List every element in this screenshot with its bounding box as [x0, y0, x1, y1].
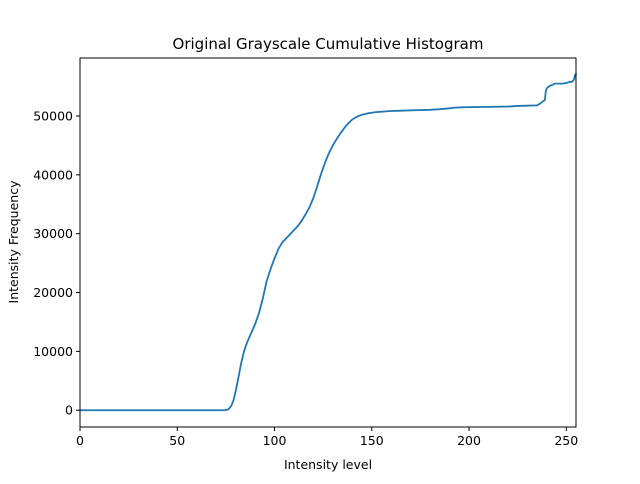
x-tick-label: 100 [263, 433, 287, 448]
x-tick-label: 0 [76, 433, 84, 448]
x-tick-label: 150 [360, 433, 384, 448]
y-axis-ticks: 0 10000 20000 30000 40000 50000 [33, 108, 80, 418]
x-tick-label: 200 [457, 433, 481, 448]
y-tick-label: 10000 [33, 344, 73, 359]
y-axis-label: Intensity Frequency [6, 180, 21, 304]
series-layer [79, 73, 577, 412]
x-tick-label: 50 [169, 433, 185, 448]
y-tick-label: 20000 [33, 285, 73, 300]
series-line-0 [79, 73, 577, 412]
y-tick-label: 0 [65, 403, 73, 418]
x-axis-ticks: 0 50 100 150 200 250 [76, 427, 578, 448]
chart-title: Original Grayscale Cumulative Histogram [173, 35, 484, 53]
x-axis-label: Intensity level [284, 457, 372, 472]
x-tick-label: 250 [554, 433, 578, 448]
plot-frame [79, 57, 577, 428]
y-tick-label: 30000 [33, 226, 73, 241]
y-tick-label: 40000 [33, 167, 73, 182]
y-tick-label: 50000 [33, 108, 73, 123]
